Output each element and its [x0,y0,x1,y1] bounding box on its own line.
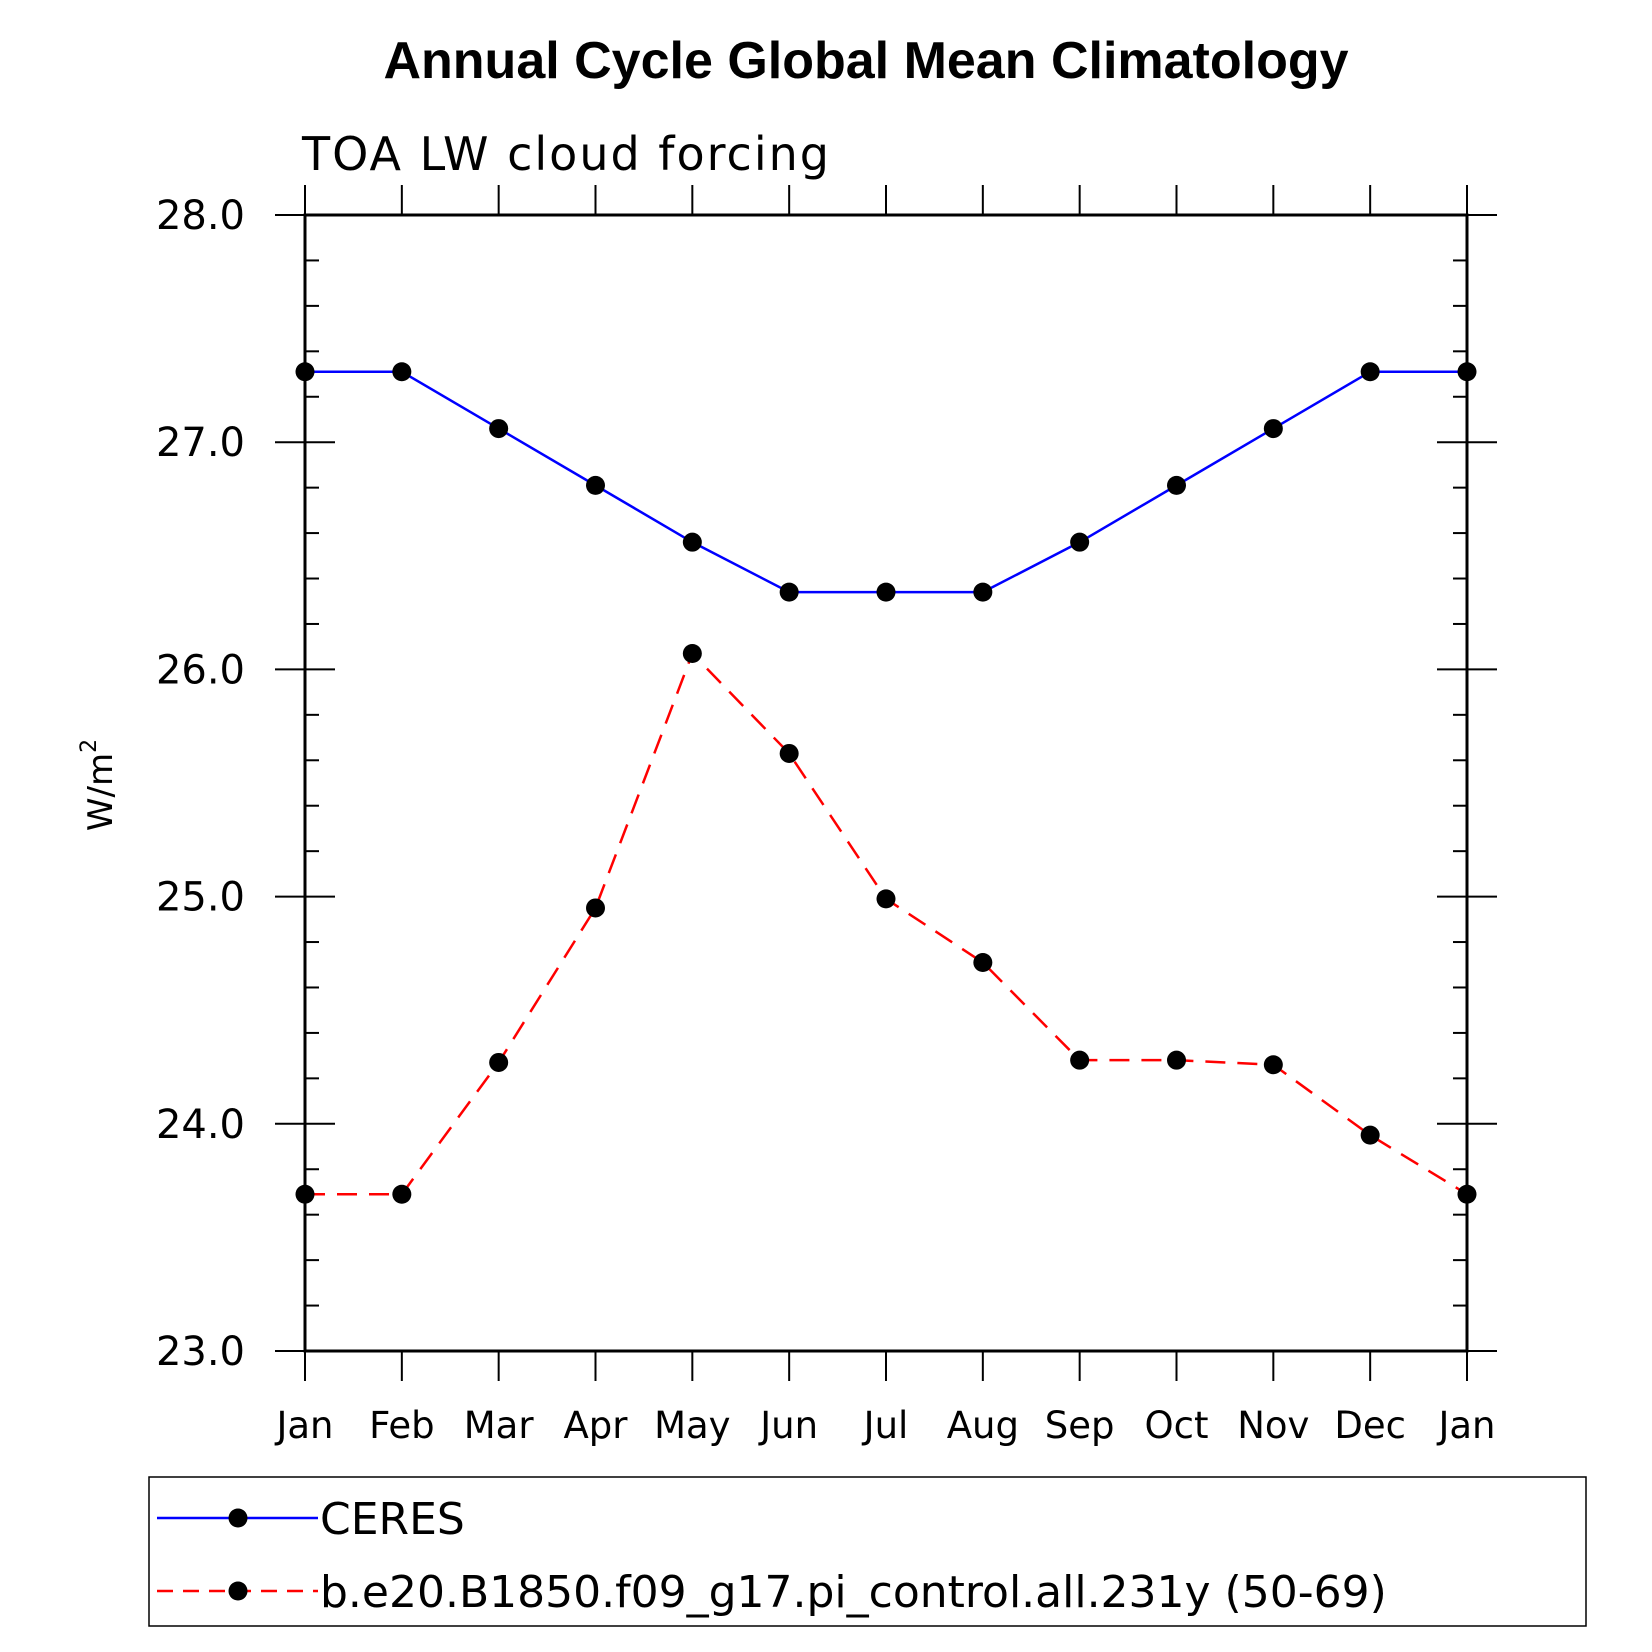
legend-label-model: b.e20.B1850.f09_g17.pi_control.all.231y … [320,1567,1387,1618]
y-tick-labels: 23.0 24.0 25.0 26.0 27.0 28.0 [156,193,245,1375]
data-point-series-1 [1070,1050,1090,1070]
chart-title: Annual Cycle Global Mean Climatology [383,32,1348,90]
x-tick-label: Jun [758,1404,818,1447]
y-axis-label-exponent: 2 [77,739,102,753]
data-point-series-1 [779,743,799,763]
x-tick-label: Jul [862,1404,909,1447]
plot-axes [275,185,1497,1381]
y-axis-label: W/m2 [77,739,121,831]
x-tick-label: Nov [1237,1404,1309,1447]
data-point-series-0 [392,362,412,382]
data-point-series-0 [1360,362,1380,382]
data-point-series-1 [1167,1050,1186,1070]
y-tick-label: 25.0 [156,875,245,921]
legend: CERES b.e20.B1850.f09_g17.pi_control.all… [148,1476,1587,1627]
legend-marker-ceres [228,1508,248,1528]
x-tick-label: Dec [1334,1404,1406,1447]
x-tick-label: Oct [1145,1404,1209,1447]
data-point-series-1 [295,1184,315,1204]
legend-marker-model [228,1581,248,1601]
data-point-series-0 [876,582,896,602]
data-point-series-1 [973,952,993,972]
data-point-series-1 [586,898,605,918]
data-point-series-0 [1263,419,1283,439]
x-tick-label: Jan [1436,1404,1495,1447]
y-tick-label: 27.0 [156,420,245,466]
data-point-series-1 [876,889,896,909]
x-tick-label: Sep [1045,1404,1115,1447]
plot-frame [303,213,1469,1353]
y-tick-label: 26.0 [156,647,245,693]
y-tick-label: 23.0 [156,1329,245,1375]
data-point-series-1 [682,643,702,663]
x-tick-label: Feb [369,1404,435,1447]
data-point-series-0 [586,475,605,495]
data-point-series-1 [1263,1055,1283,1075]
x-tick-label: Aug [947,1404,1019,1447]
series-line-1 [305,652,1468,1196]
data-point-series-0 [489,419,509,439]
chart-subtitle: TOA LW cloud forcing [301,127,831,181]
x-tick-labels: Jan Feb Mar Apr May Jun Jul Aug Sep Oct Nov Dec Jan [274,1404,1495,1447]
data-point-series-1 [392,1184,412,1204]
data-point-series-0 [682,532,702,552]
data-point-series-0 [1457,362,1477,382]
x-tick-label: May [654,1404,731,1447]
data-point-series-1 [1360,1125,1380,1145]
data-point-series-0 [779,582,799,602]
data-point-series-1 [1457,1184,1477,1204]
data-point-series-1 [489,1052,509,1072]
y-tick-label: 28.0 [156,193,245,239]
y-axis-label-units: W/m [81,753,121,831]
data-point-series-0 [1070,532,1090,552]
series-lines [305,370,1468,1196]
data-point-series-0 [973,582,993,602]
legend-box [148,1476,1587,1627]
x-tick-label: Jan [274,1404,333,1447]
x-tick-label: Mar [464,1404,535,1447]
y-tick-label: 24.0 [156,1102,245,1148]
legend-label-ceres: CERES [320,1494,465,1545]
series-line-0 [305,370,1467,594]
data-point-series-0 [295,362,315,382]
series-points [295,362,1477,1204]
data-point-series-0 [1167,475,1186,495]
x-tick-label: Apr [563,1404,628,1447]
